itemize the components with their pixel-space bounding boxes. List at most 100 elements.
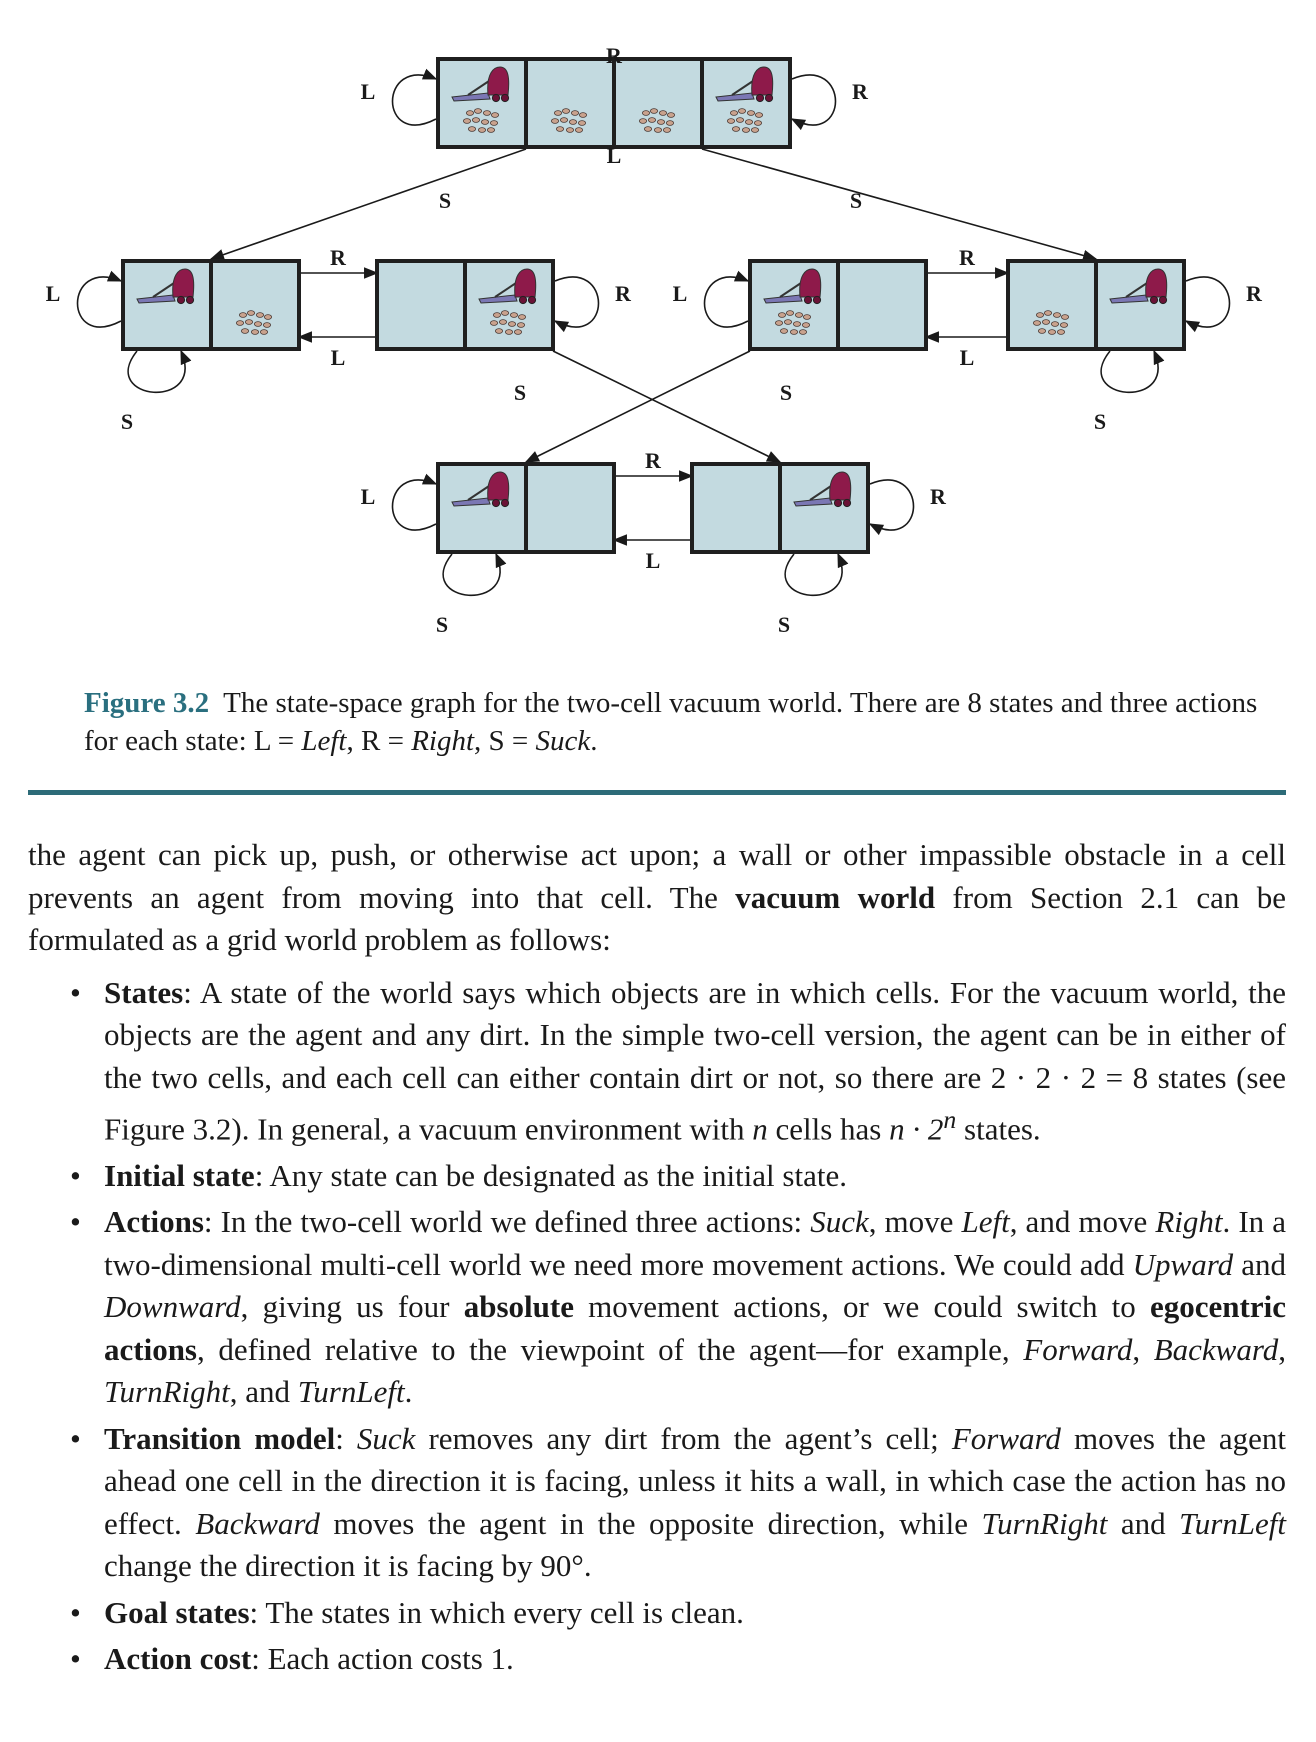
term-egocentric-actions: egocentric actions	[104, 1289, 1286, 1367]
caption-text: The state-space graph for the two-cell v…	[84, 687, 1258, 757]
transition-arrow	[701, 148, 1098, 262]
actions-text: and	[1233, 1246, 1286, 1282]
transition-text: :	[335, 1420, 357, 1456]
actions-text: .	[404, 1374, 413, 1410]
action-label: L	[960, 345, 975, 370]
actions-text: , move	[868, 1204, 962, 1240]
action-label: R	[330, 245, 347, 270]
transition-arrow	[553, 276, 600, 333]
state-node	[1006, 259, 1186, 351]
transition-arrow	[127, 349, 192, 394]
transition-turnleft: TurnLeft	[1179, 1505, 1286, 1541]
actions-right: Right	[1155, 1204, 1223, 1240]
transition-text: moves the agent in the opposite directio…	[319, 1505, 982, 1541]
caption-suck: Suck	[535, 725, 591, 757]
action-label: S	[439, 188, 451, 213]
actions-text: ,	[1132, 1331, 1154, 1367]
term-initial-state: Initial state	[104, 1157, 255, 1193]
vacuum-icon	[451, 471, 510, 508]
state-node	[436, 57, 616, 149]
transition-text: moves the agent ahead one cell in the di…	[104, 1420, 1286, 1541]
action-label: R	[645, 448, 662, 473]
state-node	[690, 462, 870, 554]
action-label: L	[361, 484, 376, 509]
term-actions: Actions	[104, 1204, 204, 1240]
term-absolute: absolute	[463, 1289, 574, 1325]
action-label: S	[778, 612, 790, 637]
action-label: S	[780, 380, 792, 405]
list-item-initial-state: • Initial state: Any state can be designa…	[28, 1155, 1286, 1198]
caption-right: Right	[411, 725, 475, 757]
transition-arrow	[209, 148, 527, 261]
transition-arrow	[868, 479, 915, 536]
dirt-icon	[727, 108, 764, 133]
bullet-dot: •	[70, 1420, 81, 1456]
transition-forward: Forward	[951, 1420, 1061, 1456]
caption-end: .	[590, 725, 598, 757]
action-label: L	[646, 548, 661, 573]
list-item-action-cost: • Action cost: Each action costs 1.	[28, 1638, 1286, 1681]
actions-text: , defined relative to the viewpoint of t…	[197, 1331, 1024, 1367]
section-divider	[28, 790, 1286, 795]
term-states: States	[104, 974, 184, 1010]
dirt-icon	[1033, 310, 1070, 335]
dirt-icon	[462, 108, 499, 133]
transition-arrow	[76, 270, 123, 328]
formulation-list: • States: A state of the world says which…	[28, 972, 1286, 1681]
list-item-goal-states: • Goal states: The states in which every …	[28, 1592, 1286, 1635]
action-label: R	[606, 43, 623, 68]
transition-suck: Suck	[356, 1420, 416, 1456]
list-item-states: • States: A state of the world says which…	[28, 972, 1286, 1151]
action-label: R	[615, 281, 632, 306]
states-text-3: states.	[956, 1111, 1041, 1147]
actions-text: , giving us four	[240, 1289, 464, 1325]
transition-arrow	[442, 552, 507, 597]
actions-left: Left	[961, 1204, 1010, 1240]
states-n: n	[752, 1111, 768, 1147]
goal-states-text: : The states in which every cell is clea…	[249, 1594, 744, 1630]
actions-text: , and move	[1009, 1204, 1156, 1240]
transition-text: and	[1107, 1505, 1180, 1541]
actions-backward: Backward	[1153, 1331, 1279, 1367]
caption-sep-1: , R =	[346, 725, 412, 757]
dirt-icon	[551, 108, 588, 133]
actions-forward: Forward	[1023, 1331, 1133, 1367]
transition-arrow	[784, 552, 849, 597]
graph-action-labels: R L R L R L R L L R L R L R L R S S S S S S S S	[46, 43, 1263, 637]
action-label: S	[121, 409, 133, 434]
bullet-dot: •	[70, 1157, 81, 1193]
action-label: R	[930, 484, 947, 509]
action-label: L	[607, 143, 622, 168]
transition-arrow	[552, 350, 782, 463]
vacuum-icon	[451, 66, 510, 103]
action-label: R	[1246, 281, 1263, 306]
list-item-transition-model: • Transition model: Suck removes any dirt…	[28, 1418, 1286, 1588]
action-label: R	[959, 245, 976, 270]
dirt-icon	[235, 310, 272, 335]
action-cost-text: : Each action costs 1.	[251, 1641, 514, 1677]
initial-state-text: : Any state can be designated as the ini…	[254, 1157, 847, 1193]
action-label: S	[514, 380, 526, 405]
state-space-graph: R L R L R L R L L R L R L R L R S S S S S S S S	[46, 43, 1263, 637]
vacuum-icon	[763, 268, 822, 305]
intro-term-vacuum-world: vacuum world	[735, 879, 936, 915]
actions-text: : In the two-cell world we defined three…	[203, 1204, 811, 1240]
transition-arrow	[524, 350, 751, 463]
actions-text: ,	[1278, 1331, 1286, 1367]
action-label: L	[331, 345, 346, 370]
action-label: L	[673, 281, 688, 306]
graph-states	[121, 57, 1186, 554]
action-label: R	[852, 79, 869, 104]
states-exponent: n	[943, 1105, 957, 1134]
vacuum-icon	[1109, 268, 1168, 305]
bullet-dot: •	[70, 974, 81, 1010]
figure-number: Figure 3.2	[84, 687, 210, 719]
action-label: S	[436, 612, 448, 637]
vacuum-icon	[715, 66, 774, 103]
transition-arrow	[1100, 349, 1165, 394]
actions-turnleft: TurnLeft	[297, 1374, 405, 1410]
action-label: L	[361, 79, 376, 104]
graph-edges	[76, 68, 1231, 597]
transition-arrow	[391, 473, 438, 531]
vacuum-icon	[793, 471, 852, 508]
